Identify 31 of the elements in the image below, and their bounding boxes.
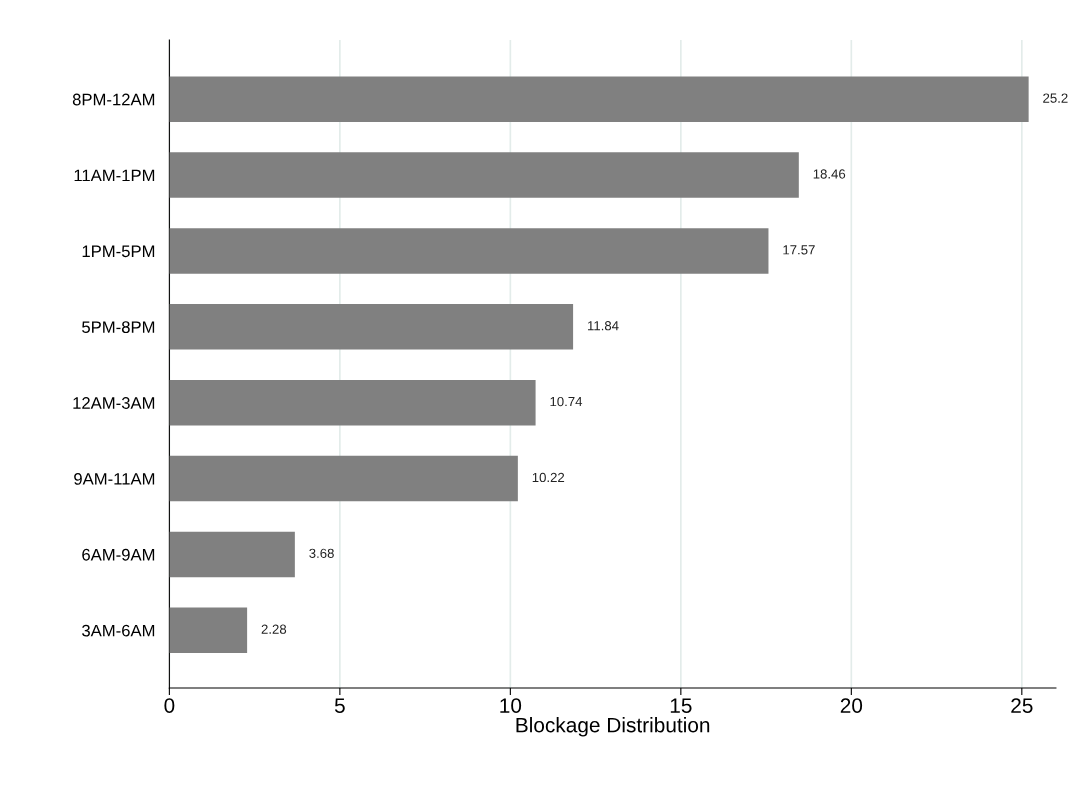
y-tick-label: 11AM-1PM [74, 169, 155, 182]
y-tick-label: 9AM-11AM [74, 472, 155, 485]
x-tick-label: 25 [1011, 698, 1033, 713]
x-tick-label: 10 [500, 698, 522, 713]
data-label: 10.22 [532, 472, 565, 483]
x-tick-label: 20 [840, 698, 863, 713]
y-tick-label: 8PM-12AM [72, 93, 155, 106]
y-tick-label: 12AM-3AM [73, 397, 155, 409]
bar [169, 228, 769, 274]
data-label: 17.57 [783, 245, 815, 255]
y-tick-label: 5PM-8PM [82, 321, 155, 334]
x-tick-label: 0 [164, 698, 175, 713]
bar [169, 455, 518, 502]
bar [169, 607, 248, 654]
data-label: 10.74 [550, 396, 583, 407]
y-tick-label: 1PM-5PM [82, 245, 155, 258]
x-tick-label: 15 [670, 698, 692, 713]
bar [169, 76, 1029, 122]
y-tick-label: 6AM-9AM [82, 548, 155, 561]
data-label: 2.28 [261, 624, 287, 634]
x-axis-title: Blockage Distribution [516, 717, 710, 737]
bar [169, 152, 799, 198]
y-tick-label: 3AM-6AM [82, 624, 155, 637]
data-label: 18.46 [813, 169, 846, 179]
bar [169, 531, 295, 578]
x-tick-label: 5 [334, 698, 345, 713]
data-label: 11.84 [587, 321, 619, 331]
bar [169, 379, 536, 426]
bar [169, 304, 574, 350]
data-label: 3.68 [309, 548, 334, 558]
data-label: 25.2 [1043, 93, 1068, 103]
